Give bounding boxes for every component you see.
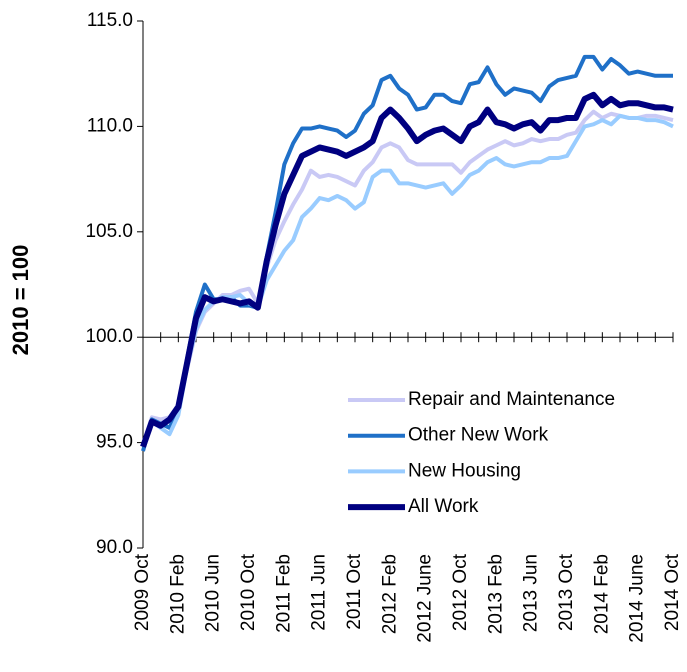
x-tick-label: 2014 Oct: [662, 553, 683, 631]
legend-label: New Housing: [408, 460, 521, 481]
x-tick-label: 2010 Feb: [167, 554, 188, 634]
legend-label: All Work: [408, 496, 479, 517]
y-tick-label: 115.0: [87, 10, 133, 31]
x-tick-label: 2013 Jun: [521, 554, 542, 632]
x-tick-label: 2012 Feb: [379, 554, 400, 634]
series-line: [141, 109, 674, 446]
y-tick-label: 105.0: [85, 221, 133, 242]
series-line: [141, 113, 674, 446]
legend-label: Other New Work: [408, 425, 549, 446]
y-tick-label: 95.0: [96, 432, 133, 453]
x-tick-label: 2011 Jun: [309, 554, 330, 631]
x-tick-label: 2010 Jun: [203, 554, 224, 632]
y-tick-label: 100.0: [85, 326, 133, 347]
y-axis-title: 2010 = 100: [8, 245, 33, 356]
y-tick-label: 90.0: [96, 537, 133, 558]
y-tick-label: 110.0: [87, 115, 133, 136]
x-tick-label: 2009 Oct: [132, 553, 153, 631]
series-line: [140, 91, 674, 448]
x-tick-label: 2013 Feb: [485, 554, 506, 634]
x-tick-label: 2012 Oct: [450, 553, 471, 631]
x-tick-label: 2010 Oct: [238, 553, 259, 631]
legend-label: Repair and Maintenance: [408, 389, 615, 410]
x-tick-label: 2011 Feb: [273, 554, 294, 633]
x-tick-label: 2012 June: [415, 554, 436, 643]
x-tick-label: 2011 Oct: [344, 553, 365, 629]
x-tick-label: 2014 Feb: [591, 554, 612, 634]
x-tick-label: 2014 June: [627, 554, 648, 643]
x-tick-label: 2013 Oct: [556, 553, 577, 631]
